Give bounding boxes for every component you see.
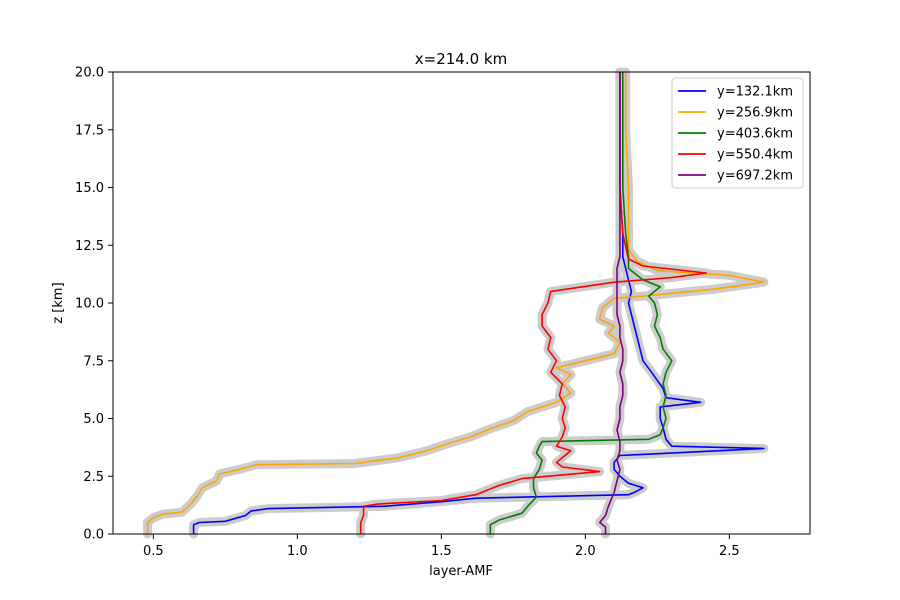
x-tick-label: 2.0 (575, 544, 596, 559)
series-line-3 (489, 72, 673, 534)
y-tick-label: 0.0 (83, 528, 104, 543)
y-tick-label: 7.5 (83, 354, 104, 369)
x-axis-label: layer-AMF (429, 564, 493, 579)
legend-label: y=697.2km (717, 169, 793, 184)
series-line-4 (359, 72, 708, 534)
legend-label: y=550.4km (717, 148, 793, 163)
uncertainty-band-3 (485, 67, 677, 539)
uncertainty-bands (143, 67, 769, 539)
legend-label: y=403.6km (717, 127, 793, 142)
legend: y=132.1km y=256.9km y=403.6km y=550.4km y=69… (671, 77, 804, 189)
series-line-5 (598, 72, 624, 534)
y-tick-label: 2.5 (83, 470, 104, 485)
series-line-1 (192, 72, 765, 534)
x-axis-ticks: 0.5 1.0 1.5 2.0 2.5 (143, 534, 740, 559)
series-line-2 (146, 72, 765, 534)
x-tick-label: 0.5 (143, 544, 164, 559)
y-tick-label: 17.5 (75, 123, 104, 138)
legend-box (671, 77, 804, 189)
y-tick-label: 20.0 (75, 66, 104, 81)
legend-label: y=132.1km (717, 85, 793, 100)
x-tick-label: 1.0 (287, 544, 308, 559)
y-tick-label: 12.5 (75, 239, 104, 254)
legend-label: y=256.9km (717, 106, 793, 121)
y-axis-ticks: 0.0 2.5 5.0 7.5 10.0 12.5 15.0 17.5 20.0 (75, 66, 113, 543)
x-tick-label: 1.5 (431, 544, 452, 559)
series-lines (146, 72, 765, 534)
y-tick-label: 15.0 (75, 181, 104, 196)
chart-title: x=214.0 km (415, 50, 507, 68)
x-tick-label: 2.5 (719, 544, 740, 559)
uncertainty-band-2 (143, 67, 769, 539)
y-axis-label: z [km] (51, 282, 66, 323)
y-tick-label: 5.0 (83, 412, 104, 427)
y-tick-label: 10.0 (75, 297, 104, 312)
